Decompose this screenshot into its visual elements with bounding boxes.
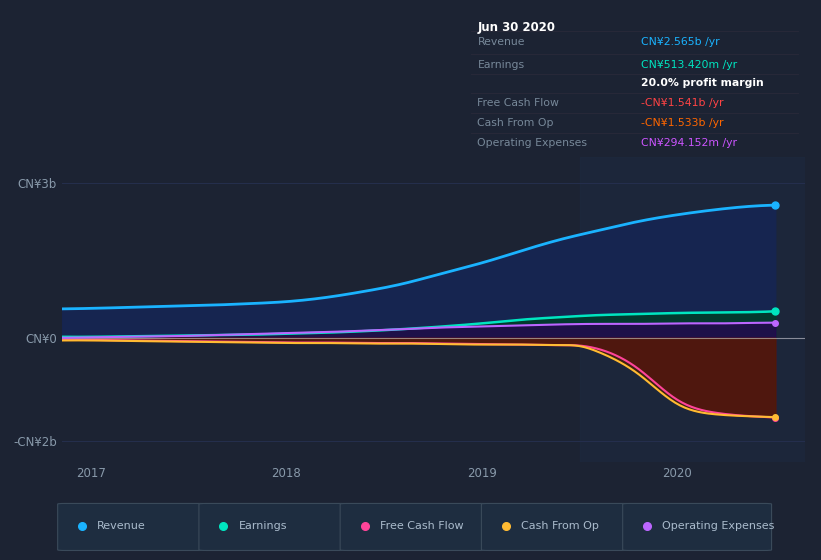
Text: Earnings: Earnings	[239, 521, 287, 531]
FancyBboxPatch shape	[340, 503, 489, 550]
Text: CN¥2.565b /yr: CN¥2.565b /yr	[641, 38, 720, 47]
FancyBboxPatch shape	[622, 503, 772, 550]
FancyBboxPatch shape	[199, 503, 348, 550]
FancyBboxPatch shape	[481, 503, 631, 550]
Text: Free Cash Flow: Free Cash Flow	[478, 98, 559, 108]
Text: Operating Expenses: Operating Expenses	[663, 521, 775, 531]
Text: Revenue: Revenue	[98, 521, 146, 531]
Text: Operating Expenses: Operating Expenses	[478, 138, 588, 148]
Text: CN¥513.420m /yr: CN¥513.420m /yr	[641, 60, 737, 70]
Text: -CN¥1.541b /yr: -CN¥1.541b /yr	[641, 98, 723, 108]
Bar	[580, 157, 805, 462]
Text: Earnings: Earnings	[478, 60, 525, 70]
Text: -CN¥1.533b /yr: -CN¥1.533b /yr	[641, 118, 723, 128]
Text: Cash From Op: Cash From Op	[478, 118, 554, 128]
Text: Free Cash Flow: Free Cash Flow	[380, 521, 464, 531]
Text: Revenue: Revenue	[478, 38, 525, 47]
Text: Jun 30 2020: Jun 30 2020	[478, 21, 556, 34]
Text: Cash From Op: Cash From Op	[521, 521, 599, 531]
Text: CN¥294.152m /yr: CN¥294.152m /yr	[641, 138, 737, 148]
FancyBboxPatch shape	[57, 503, 207, 550]
Text: 20.0% profit margin: 20.0% profit margin	[641, 78, 764, 88]
